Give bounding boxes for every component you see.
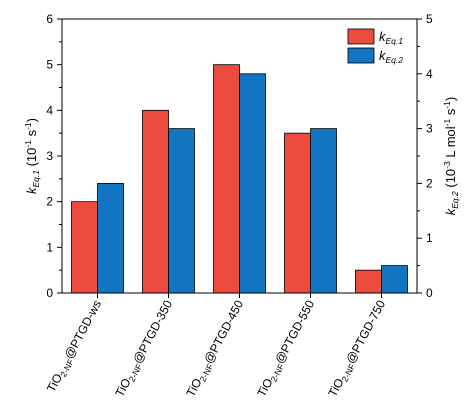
x-tick-label: TiO2-NF@PTGD-450 <box>183 298 248 401</box>
bar-eq1-2 <box>213 64 240 294</box>
bars-layer <box>71 64 408 294</box>
bar-eq1-4 <box>355 269 382 294</box>
x-tick-label: TiO2-NF@PTGD-350 <box>112 298 177 401</box>
x-tick-label: TiO2-NF@PTGD-550 <box>254 298 319 401</box>
y-axis-right-label: kEq.2 (10-3 L mol-1 s-1) <box>442 97 460 215</box>
y-axis-left-label: kEq.1 (10-1 s-1) <box>23 118 41 194</box>
right-tick-label: 4 <box>426 67 433 81</box>
right-tick-label: 0 <box>426 286 433 300</box>
left-tick-label: 5 <box>46 58 53 72</box>
x-tick-label: TiO2-NF@PTGD-750 <box>325 298 390 401</box>
x-axis: TiO2-NF@PTGD-wsTiO2-NF@PTGD-350TiO2-NF@P… <box>44 293 390 401</box>
legend-swatch-eq2 <box>347 47 375 64</box>
right-tick-label: 3 <box>426 122 433 136</box>
right-tick-label: 1 <box>426 231 433 245</box>
bar-eq1-0 <box>71 201 98 294</box>
bar-eq2-4 <box>381 265 408 294</box>
bar-eq2-1 <box>168 128 195 294</box>
legend-label-eq2: kEq.2 <box>379 48 403 65</box>
bar-eq2-2 <box>239 73 266 294</box>
left-tick-label: 2 <box>46 195 53 209</box>
legend-swatch-eq1 <box>347 28 375 45</box>
left-tick-label: 4 <box>46 103 53 117</box>
bar-eq1-1 <box>142 109 169 294</box>
bar-eq1-3 <box>284 132 311 294</box>
left-tick-label: 3 <box>46 149 53 163</box>
bar-eq2-0 <box>97 182 124 294</box>
right-axis: 0 1 2 3 4 5 <box>417 12 433 300</box>
x-tick-label: TiO2-NF@PTGD-ws <box>44 298 106 396</box>
right-tick-label: 5 <box>426 12 433 26</box>
left-tick-label: 1 <box>46 240 53 254</box>
left-axis: 0 1 2 3 4 5 6 <box>46 12 62 300</box>
bar-eq2-3 <box>310 128 337 294</box>
legend: kEq.1 kEq.2 <box>347 28 403 65</box>
left-tick-label: 6 <box>46 12 53 26</box>
left-tick-label: 0 <box>46 286 53 300</box>
right-tick-label: 2 <box>426 176 433 190</box>
legend-label-eq1: kEq.1 <box>379 29 403 46</box>
